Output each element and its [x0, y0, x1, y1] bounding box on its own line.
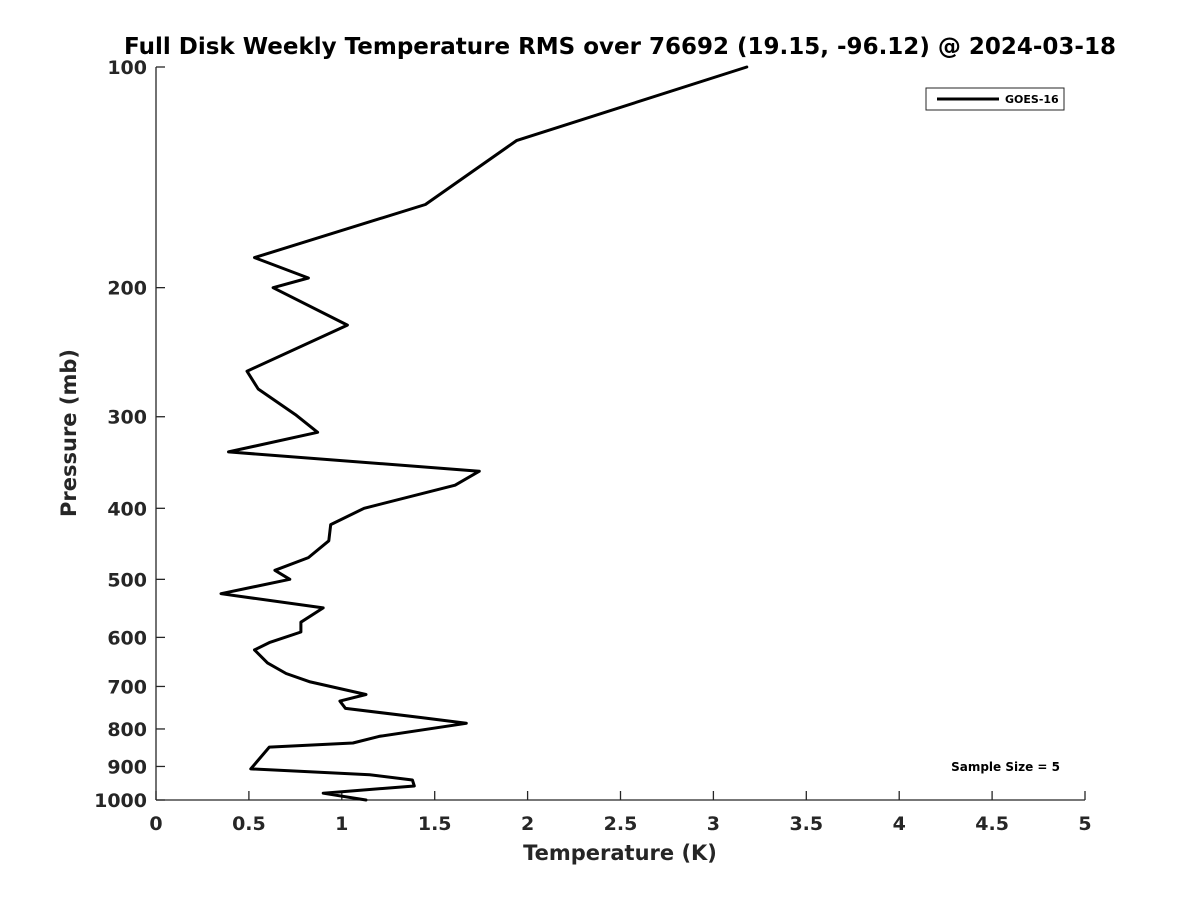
x-tick-label: 2.5	[604, 813, 638, 835]
y-axis-title: Pressure (mb)	[57, 349, 81, 517]
data-point	[465, 722, 467, 724]
y-tick-label: 500	[107, 569, 147, 591]
x-tick-label: 5	[1078, 813, 1091, 835]
data-point	[227, 451, 230, 453]
data-point	[478, 470, 480, 472]
data-point	[454, 484, 456, 486]
data-point	[250, 768, 252, 770]
data-point	[285, 672, 287, 675]
y-tick-label: 1000	[94, 790, 147, 812]
sample-size-annotation: Sample Size = 5	[951, 760, 1060, 774]
data-point	[294, 414, 296, 416]
data-point	[317, 431, 319, 433]
y-tick-label: 200	[107, 278, 147, 300]
data-point	[330, 524, 332, 526]
data-point	[322, 792, 324, 794]
data-point	[411, 779, 413, 781]
data-point	[365, 799, 367, 801]
data-point	[309, 681, 311, 683]
series-group	[219, 65, 749, 802]
y-tick-label: 300	[107, 407, 147, 429]
data-point	[346, 324, 348, 326]
data-point	[344, 707, 347, 710]
data-point	[257, 388, 259, 390]
data-point	[272, 287, 274, 289]
y-tick-label: 400	[107, 498, 147, 520]
y-tick-label: 800	[107, 719, 147, 741]
x-tick-label: 4.5	[975, 813, 1009, 835]
data-point	[515, 140, 518, 142]
y-tick-label: 600	[107, 627, 147, 649]
data-point	[746, 66, 748, 68]
data-point	[220, 593, 222, 595]
data-point	[322, 607, 324, 609]
data-point	[363, 507, 365, 509]
data-point	[300, 631, 302, 633]
x-tick-label: 1.5	[418, 813, 452, 835]
data-point	[268, 746, 270, 748]
y-axis-ticks: 100 200 300 400 500 600 700 800 900 1000	[94, 57, 165, 812]
legend-label: GOES-16	[1005, 93, 1059, 106]
legend: GOES-16	[925, 87, 1065, 111]
data-point	[307, 557, 309, 559]
data-point	[369, 774, 371, 776]
data-point	[328, 540, 330, 542]
data-point	[274, 569, 276, 571]
x-axis-title: Temperature (K)	[523, 841, 717, 865]
data-point	[300, 621, 302, 623]
data-point	[365, 693, 367, 696]
data-point	[339, 700, 341, 702]
data-point	[307, 277, 309, 279]
data-point	[253, 649, 256, 651]
data-point	[268, 642, 270, 644]
data-point	[352, 742, 354, 744]
x-tick-label: 0.5	[232, 813, 266, 835]
x-tick-label: 1	[335, 813, 348, 835]
x-axis-ticks: 0 0.5 1 1.5 2 2.5 3 3.5 4 4.5 5	[149, 791, 1092, 835]
data-point	[289, 578, 291, 580]
y-tick-label: 900	[107, 756, 147, 778]
x-tick-label: 0	[149, 813, 162, 835]
x-tick-label: 2	[521, 813, 534, 835]
x-tick-label: 4	[893, 813, 906, 835]
y-tick-label: 700	[107, 676, 147, 698]
data-point	[253, 257, 256, 259]
data-point	[413, 785, 415, 787]
chart-title: Full Disk Weekly Temperature RMS over 76…	[124, 34, 1116, 60]
data-point	[246, 370, 248, 372]
data-point	[421, 717, 423, 719]
x-tick-label: 3	[707, 813, 720, 835]
data-point	[266, 662, 269, 664]
x-tick-label: 3.5	[789, 813, 823, 835]
data-point	[378, 735, 380, 738]
data-point	[424, 203, 426, 206]
y-tick-label: 100	[107, 57, 147, 79]
